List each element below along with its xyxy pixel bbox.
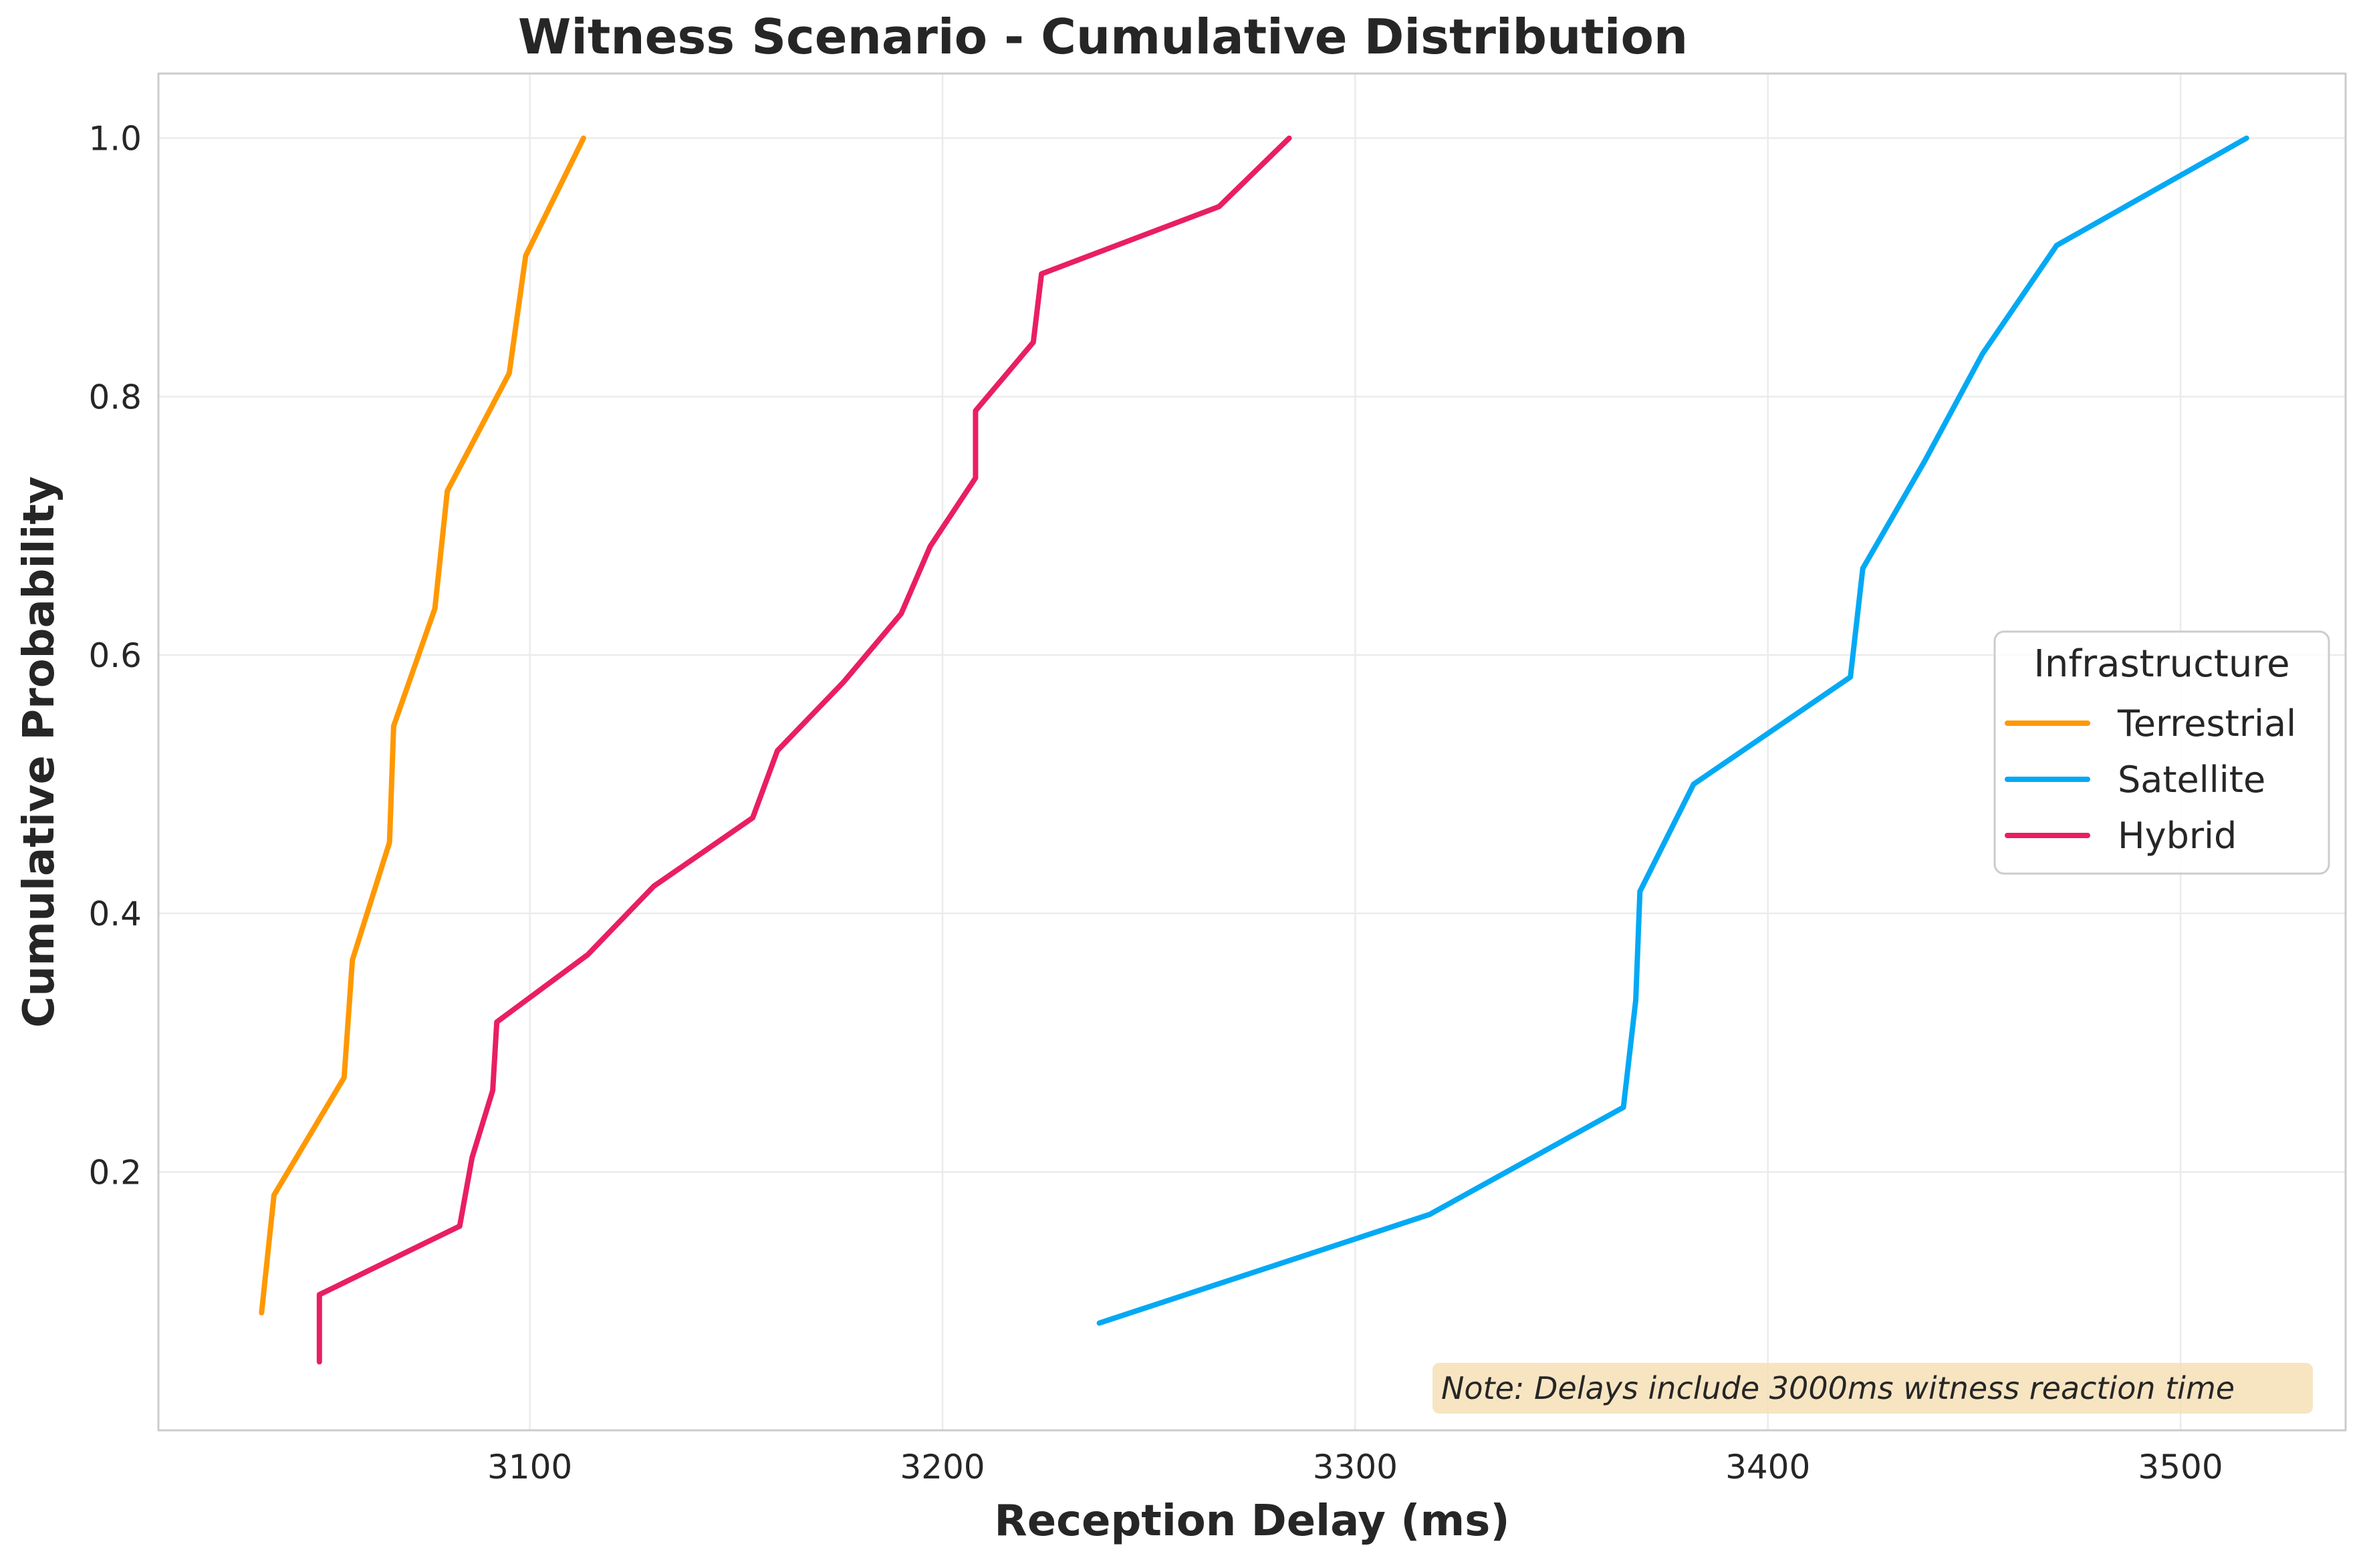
y-tick-label: 0.4 <box>88 895 142 934</box>
x-axis-label: Reception Delay (ms) <box>994 1496 1509 1546</box>
y-tick-label: 0.6 <box>88 636 142 675</box>
chart-title: Witness Scenario - Cumulative Distributi… <box>518 9 1688 65</box>
legend-box <box>1993 630 2330 875</box>
series-line-hybrid <box>316 135 1292 1365</box>
series-lines <box>259 135 2249 1365</box>
note-annotation: Note: Delays include 3000ms witness reac… <box>1432 1363 2313 1414</box>
x-tick-label: 3100 <box>487 1448 572 1486</box>
y-tick-label: 1.0 <box>88 120 142 158</box>
legend-entries: Terrestrial Satellite Hybrid <box>2005 702 2296 857</box>
legend: Infrastructure Terrestrial Satellite Hybri… <box>1993 630 2330 875</box>
y-tick-label: 0.2 <box>88 1153 142 1192</box>
series-line-satellite <box>1096 135 2249 1326</box>
plot-frame <box>157 72 2347 1432</box>
legend-label-satellite: Satellite <box>2118 759 2265 801</box>
x-tick-label: 3400 <box>1725 1448 1810 1486</box>
legend-title: Infrastructure <box>2033 642 2289 686</box>
legend-label-terrestrial: Terrestrial <box>2117 702 2296 745</box>
note-text: Note: Delays include 3000ms witness reac… <box>1441 1370 2235 1406</box>
grid-lines <box>158 74 2346 1430</box>
x-tick-label: 3200 <box>900 1448 985 1486</box>
legend-label-hybrid: Hybrid <box>2118 815 2237 857</box>
x-tick-label: 3300 <box>1313 1448 1398 1486</box>
y-tick-label: 0.8 <box>88 378 142 416</box>
series-line-terrestrial <box>259 135 586 1316</box>
y-axis-label: Cumulative Probability <box>15 476 64 1027</box>
note-box <box>1432 1363 2313 1414</box>
axis-ticks: 3100 3200 3300 3400 3500 0.2 0.4 0.6 0.8 1.0 <box>88 120 2223 1486</box>
x-tick-label: 3500 <box>2138 1448 2223 1486</box>
